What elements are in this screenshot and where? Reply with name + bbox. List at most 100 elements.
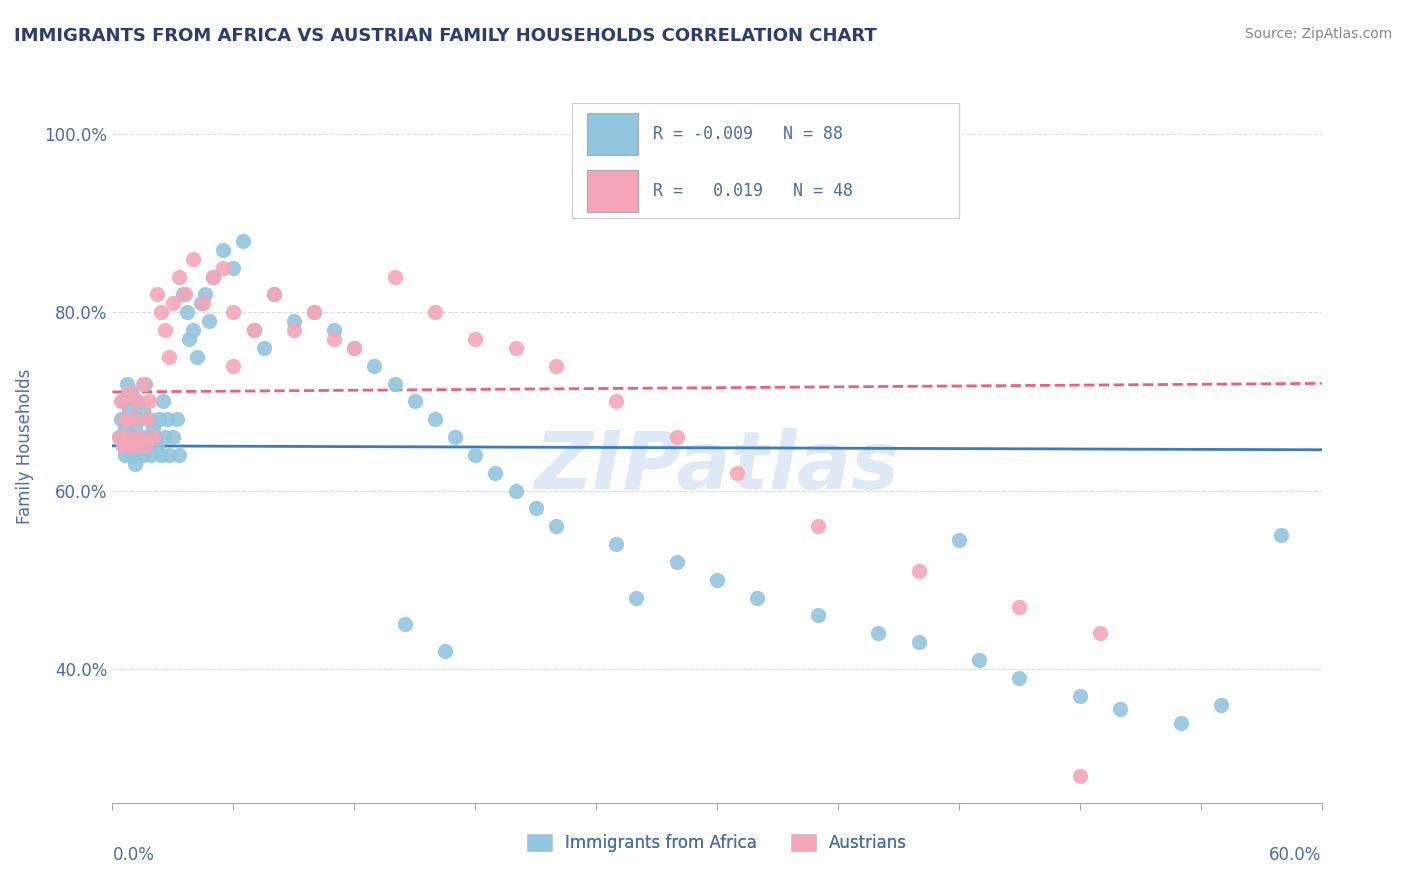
- Point: [198, 314, 221, 328]
- Point: [177, 332, 200, 346]
- Point: [111, 439, 134, 453]
- Point: [111, 439, 134, 453]
- Point: [134, 376, 156, 391]
- Point: [124, 421, 146, 435]
- Point: [423, 305, 446, 319]
- Point: [121, 412, 143, 426]
- Point: [121, 412, 143, 426]
- Point: [363, 359, 385, 373]
- Point: [484, 466, 506, 480]
- Point: [172, 287, 194, 301]
- Point: [323, 323, 346, 337]
- Point: [1008, 599, 1031, 614]
- Point: [807, 519, 830, 533]
- Point: [135, 412, 157, 426]
- Point: [176, 305, 198, 319]
- Point: [222, 305, 245, 319]
- Point: [128, 412, 150, 426]
- Point: [302, 305, 325, 319]
- Point: [868, 626, 890, 640]
- Text: IMMIGRANTS FROM AFRICA VS AUSTRIAN FAMILY HOUSEHOLDS CORRELATION CHART: IMMIGRANTS FROM AFRICA VS AUSTRIAN FAMIL…: [14, 27, 877, 45]
- Point: [132, 448, 155, 462]
- Point: [153, 323, 176, 337]
- Point: [1170, 715, 1192, 730]
- Point: [125, 394, 148, 409]
- Point: [384, 269, 406, 284]
- Text: ZIPatlas: ZIPatlas: [534, 428, 900, 507]
- Point: [464, 448, 486, 462]
- Point: [120, 385, 142, 400]
- Point: [156, 412, 179, 426]
- Point: [117, 385, 139, 400]
- Point: [505, 483, 527, 498]
- Y-axis label: Family Households: Family Households: [15, 368, 34, 524]
- Point: [111, 394, 134, 409]
- Point: [202, 269, 225, 284]
- Point: [152, 394, 174, 409]
- Point: [138, 394, 160, 409]
- Point: [202, 269, 225, 284]
- Text: 0.0%: 0.0%: [112, 846, 155, 863]
- Point: [323, 332, 346, 346]
- Point: [505, 341, 527, 355]
- Point: [138, 412, 160, 426]
- Point: [605, 537, 627, 551]
- Point: [166, 412, 188, 426]
- Point: [114, 448, 136, 462]
- Point: [107, 430, 129, 444]
- Point: [139, 448, 162, 462]
- Point: [124, 439, 146, 453]
- Point: [115, 376, 138, 391]
- Point: [120, 448, 142, 462]
- Point: [121, 439, 143, 453]
- Point: [665, 555, 688, 569]
- Point: [948, 533, 970, 547]
- Point: [283, 314, 305, 328]
- Point: [146, 287, 169, 301]
- Point: [404, 394, 426, 409]
- Point: [544, 519, 567, 533]
- Point: [1088, 626, 1111, 640]
- Point: [181, 252, 204, 266]
- Point: [167, 269, 190, 284]
- Point: [129, 430, 152, 444]
- Point: [242, 323, 264, 337]
- Point: [212, 243, 235, 257]
- Point: [807, 608, 830, 623]
- Point: [222, 260, 245, 275]
- Point: [747, 591, 769, 605]
- Point: [212, 260, 235, 275]
- Point: [384, 376, 406, 391]
- Point: [394, 617, 416, 632]
- Point: [117, 439, 139, 453]
- Point: [174, 287, 197, 301]
- Point: [107, 430, 129, 444]
- Point: [125, 448, 148, 462]
- Point: [162, 296, 184, 310]
- Point: [242, 323, 264, 337]
- Point: [143, 430, 166, 444]
- Point: [283, 323, 305, 337]
- Text: Source: ZipAtlas.com: Source: ZipAtlas.com: [1244, 27, 1392, 41]
- Point: [343, 341, 366, 355]
- Point: [132, 403, 155, 417]
- Point: [114, 412, 136, 426]
- Point: [146, 439, 169, 453]
- Point: [120, 439, 142, 453]
- Point: [967, 653, 990, 667]
- Point: [153, 430, 176, 444]
- Point: [181, 323, 204, 337]
- Point: [232, 234, 254, 248]
- Point: [149, 305, 172, 319]
- Point: [222, 359, 245, 373]
- Point: [1008, 671, 1031, 685]
- Text: 60.0%: 60.0%: [1270, 846, 1322, 863]
- Point: [194, 287, 217, 301]
- Point: [423, 412, 446, 426]
- Point: [907, 635, 929, 649]
- Point: [1270, 528, 1292, 542]
- Point: [302, 305, 325, 319]
- Point: [706, 573, 728, 587]
- Point: [263, 287, 285, 301]
- Point: [263, 287, 285, 301]
